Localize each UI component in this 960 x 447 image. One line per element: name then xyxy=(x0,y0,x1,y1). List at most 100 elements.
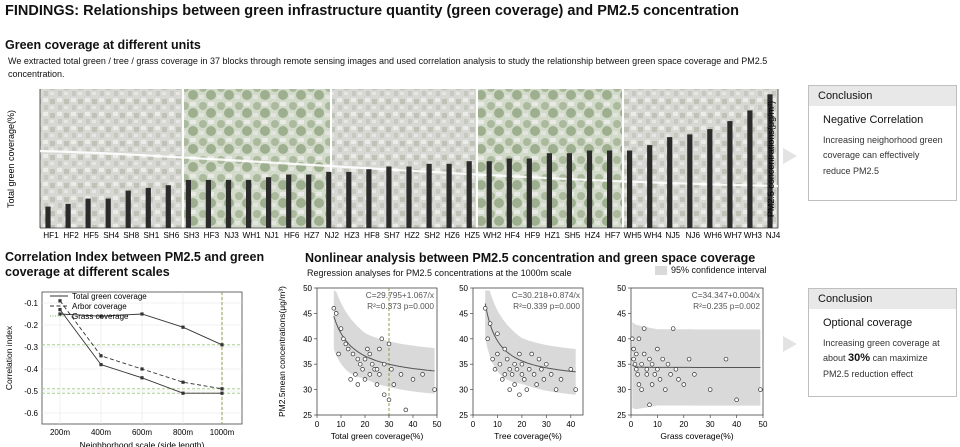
bar-category-label: HZ1 xyxy=(545,231,561,240)
data-point xyxy=(348,377,353,382)
ci-legend-swatch xyxy=(655,266,667,275)
data-point xyxy=(353,372,358,377)
conclusion-text: Increasing green coverage at about 30% c… xyxy=(823,336,950,383)
data-point xyxy=(374,382,380,387)
data-point xyxy=(534,382,539,387)
data-point xyxy=(360,367,365,372)
data-point xyxy=(519,361,525,367)
data-point xyxy=(673,367,679,372)
x-tick-label: 600m xyxy=(132,428,152,437)
bar-category-label: HZ5 xyxy=(464,231,480,240)
data-point xyxy=(350,351,356,357)
data-point xyxy=(357,361,363,367)
conclusion-text-part: can maximize PM2.5 reduction effect xyxy=(823,353,928,379)
bar-category-label: HZ6 xyxy=(444,231,460,240)
bar-category-label: SH4 xyxy=(103,231,119,240)
bar xyxy=(687,134,693,228)
conclusion-card-2: Conclusion Optional coverage Increasing … xyxy=(808,288,957,397)
series-point xyxy=(181,380,185,384)
bar-category-label: HZ3 xyxy=(344,231,360,240)
data-point xyxy=(641,326,647,331)
bar xyxy=(346,171,352,228)
data-point xyxy=(531,372,537,377)
series-point xyxy=(140,367,144,371)
y-tick-label: -0.4 xyxy=(24,365,38,374)
data-point xyxy=(403,407,409,413)
confidence-band xyxy=(632,322,761,410)
x-tick-label: 20 xyxy=(361,420,370,429)
y-tick-label: 30 xyxy=(617,386,626,395)
y-tick-label: 35 xyxy=(303,360,312,369)
section-description: We extracted total green / tree / grass … xyxy=(8,56,768,79)
plot-frame xyxy=(630,287,764,416)
bar xyxy=(225,179,232,228)
bar xyxy=(205,179,211,228)
data-point xyxy=(485,336,490,342)
data-point xyxy=(367,351,373,357)
section-title-correlation: Correlation Index between PM2.5 and gree… xyxy=(5,250,265,279)
x-tick-label: 30 xyxy=(542,420,551,429)
bar xyxy=(125,190,131,228)
bar-category-label: HF5 xyxy=(83,231,99,240)
bar xyxy=(607,150,613,228)
data-point xyxy=(649,361,655,367)
data-point xyxy=(336,351,341,357)
legend-label: Grass coverage xyxy=(72,312,129,321)
data-point xyxy=(345,346,351,352)
bar-category-label: HF3 xyxy=(204,231,220,240)
bar xyxy=(266,177,272,228)
x-tick-label: 10 xyxy=(653,420,662,429)
bar-category-label: NJ2 xyxy=(325,231,340,240)
data-point xyxy=(355,382,361,387)
scatter-plot: 0 10 20 30 40 50 25 30 35 40 45 50 C=34.347+0.004/xR… xyxy=(617,284,768,441)
regression-stats: R²=0.373 p=0.000 xyxy=(367,301,434,311)
data-point xyxy=(639,387,644,392)
series-point xyxy=(220,343,224,347)
bar xyxy=(707,129,713,228)
data-point xyxy=(331,306,337,311)
bar-category-label: HZ4 xyxy=(585,231,601,240)
satellite-image-panel xyxy=(40,89,182,228)
bar-category-label: NJ1 xyxy=(264,231,279,240)
conclusion-lead: Negative Correlation xyxy=(823,114,924,126)
arrow-icon xyxy=(783,336,797,352)
data-point xyxy=(655,346,660,352)
y-tick-label: -0.5 xyxy=(24,387,38,396)
y-tick-label: 45 xyxy=(303,309,312,318)
conclusion-card-1: Conclusion Negative Correlation Increasi… xyxy=(808,85,957,201)
conclusion-lead: Optional coverage xyxy=(823,317,913,329)
bar-category-label: HF9 xyxy=(525,231,541,240)
data-point xyxy=(517,351,522,357)
series-point xyxy=(58,312,62,316)
data-point xyxy=(734,397,739,403)
data-point xyxy=(514,367,520,372)
series-point xyxy=(181,325,185,329)
series-point xyxy=(58,299,62,303)
data-point xyxy=(507,387,512,392)
series-point xyxy=(99,363,103,367)
data-point xyxy=(631,346,636,352)
data-point xyxy=(631,356,636,362)
y-tick-label: 25 xyxy=(459,411,468,420)
bar xyxy=(526,158,532,228)
bar-category-label: SH3 xyxy=(183,231,199,240)
y-tick-label: 35 xyxy=(459,360,468,369)
data-point xyxy=(333,311,339,316)
bar xyxy=(45,206,51,228)
x-tick-label: 30 xyxy=(706,420,715,429)
conclusion-text: Increasing neighorhood green coverage ca… xyxy=(823,134,943,176)
legend-label: Arbor coverage xyxy=(72,302,127,311)
y-tick-label: 35 xyxy=(617,360,626,369)
y-axis-label: PM2.5mean concentrations(μg/m³) xyxy=(277,286,287,417)
regression-scatter-plots: 0 10 20 30 40 50253035404550C=29.795+1.067/xR… xyxy=(277,284,768,441)
data-point xyxy=(541,377,547,382)
x-tick-label: 10 xyxy=(493,420,502,429)
data-point xyxy=(681,382,687,387)
x-axis-label: Neighborhood scale (side length) xyxy=(80,440,205,447)
x-tick-label: 0 xyxy=(629,420,634,429)
satellite-image-panel xyxy=(332,89,476,228)
bar-category-label: WH1 xyxy=(242,231,261,240)
data-point xyxy=(502,346,508,352)
data-point xyxy=(374,367,380,372)
bar xyxy=(546,153,552,228)
